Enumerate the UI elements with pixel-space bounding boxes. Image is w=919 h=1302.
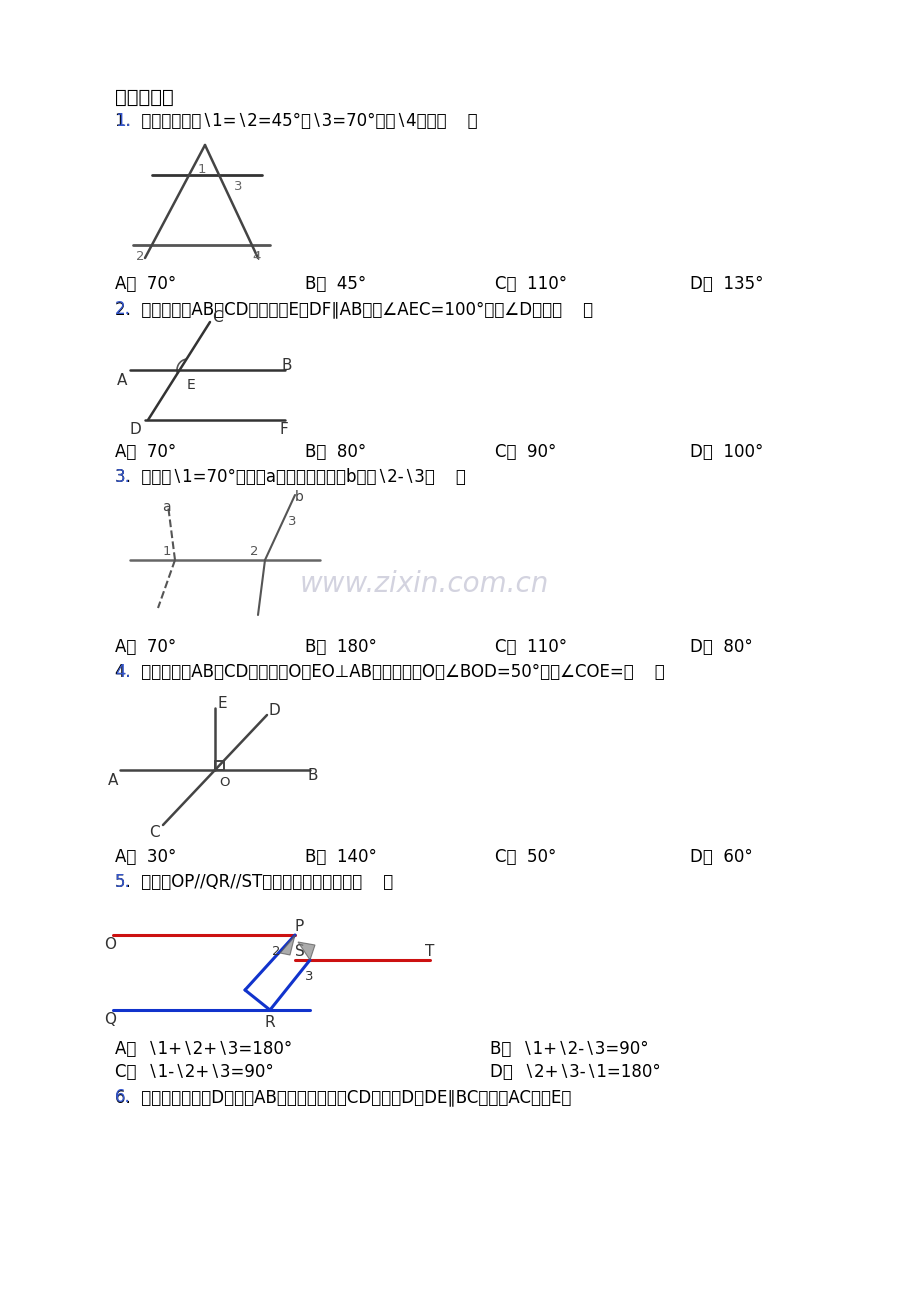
Text: 2.  如图，直线AB、CD相交于点E，DF∥AB．若∠AEC=100°，则∠D等于（    ）: 2. 如图，直线AB、CD相交于点E，DF∥AB．若∠AEC=100°，则∠D等… [115,299,593,318]
Text: C．  110°: C． 110° [494,275,566,293]
Text: B．  80°: B． 80° [305,443,366,461]
Text: B: B [308,768,318,783]
Text: 1: 1 [198,163,206,176]
Text: 5.  如图，OP//QR//ST下列各式中正确的是（    ）: 5. 如图，OP//QR//ST下列各式中正确的是（ ） [115,874,392,891]
Text: T: T [425,944,434,960]
Text: A．  70°: A． 70° [115,638,176,656]
Text: 6.  已知，如图，点D是射线AB上一动点，连接CD，过点D作DE∥BC交直线AC于点E，: 6. 已知，如图，点D是射线AB上一动点，连接CD，过点D作DE∥BC交直线AC… [115,1088,571,1105]
Text: 2: 2 [136,250,144,263]
Text: D: D [268,703,280,717]
Text: D．  135°: D． 135° [689,275,763,293]
Text: D．  80°: D． 80° [689,638,752,656]
Text: B: B [282,358,292,372]
Polygon shape [298,943,314,960]
Text: C: C [149,825,160,840]
Text: O: O [104,937,116,952]
Text: 3: 3 [305,970,313,983]
Text: D: D [130,422,142,437]
Text: E: E [187,378,196,392]
Text: A: A [117,372,127,388]
Text: 3.: 3. [115,467,130,486]
Text: A．  ∖1+∖2+∖3=180°: A． ∖1+∖2+∖3=180° [115,1040,292,1059]
Text: F: F [279,422,289,437]
Text: A．  70°: A． 70° [115,443,176,461]
Text: C．  90°: C． 90° [494,443,556,461]
Text: B．  140°: B． 140° [305,848,377,866]
Text: b: b [295,490,303,504]
Text: 3: 3 [233,180,243,193]
Text: 2: 2 [272,945,280,958]
Text: Q: Q [104,1012,116,1027]
Text: 3: 3 [288,516,296,529]
Text: 4.: 4. [115,663,130,681]
Text: B．  45°: B． 45° [305,275,366,293]
Text: R: R [265,1016,276,1030]
Polygon shape [279,935,295,954]
Text: B．  180°: B． 180° [305,638,377,656]
Text: C．  110°: C． 110° [494,638,566,656]
Text: C．  50°: C． 50° [494,848,556,866]
Text: 2.: 2. [115,299,130,318]
Text: 2: 2 [250,546,258,559]
Text: P: P [295,919,304,934]
Text: A: A [108,773,119,788]
Text: B．  ∖1+∖2-∖3=90°: B． ∖1+∖2-∖3=90° [490,1040,648,1059]
Text: D．  100°: D． 100° [689,443,763,461]
Text: A．  70°: A． 70° [115,275,176,293]
Text: O: O [219,776,229,789]
Text: 5.: 5. [115,874,130,891]
Text: S: S [295,944,304,960]
Text: 1.: 1. [115,112,130,130]
Text: 1.  如图所示，若∖1=∖2=45°，∖3=70°，则∖4等于（    ）: 1. 如图所示，若∖1=∖2=45°，∖3=70°，则∖4等于（ ） [115,112,477,130]
Text: D．  ∖2+∖3-∖1=180°: D． ∖2+∖3-∖1=180° [490,1062,660,1081]
Text: 3.  如图，∖1=70°，直线a平移后得到直线b，则∖2-∖3（    ）: 3. 如图，∖1=70°，直线a平移后得到直线b，则∖2-∖3（ ） [115,467,465,486]
Text: C: C [211,310,222,326]
Text: 6.: 6. [115,1088,130,1105]
Text: www.zixin.com.cn: www.zixin.com.cn [300,570,549,598]
Text: D．  60°: D． 60° [689,848,752,866]
Text: 1: 1 [163,546,171,559]
Text: 一、选择题: 一、选择题 [115,89,174,107]
Text: E: E [218,697,227,711]
Text: a: a [162,500,170,514]
Text: 4: 4 [252,250,260,263]
Text: C．  ∖1-∖2+∖3=90°: C． ∖1-∖2+∖3=90° [115,1062,274,1081]
Text: A．  30°: A． 30° [115,848,176,866]
Text: 4.  如图，直线AB，CD相交于点O，EO⊥AB，垂直为点O，∠BOD=50°，则∠COE=（    ）: 4. 如图，直线AB，CD相交于点O，EO⊥AB，垂直为点O，∠BOD=50°，… [115,663,664,681]
